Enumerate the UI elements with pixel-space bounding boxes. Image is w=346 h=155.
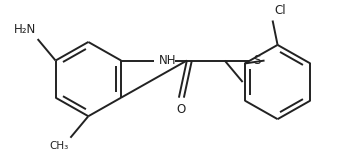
Text: NH: NH — [159, 54, 176, 67]
Text: S: S — [253, 54, 260, 67]
Text: CH₃: CH₃ — [49, 141, 69, 151]
Text: Cl: Cl — [275, 4, 286, 17]
Text: O: O — [176, 103, 185, 115]
Text: H₂N: H₂N — [13, 23, 36, 36]
